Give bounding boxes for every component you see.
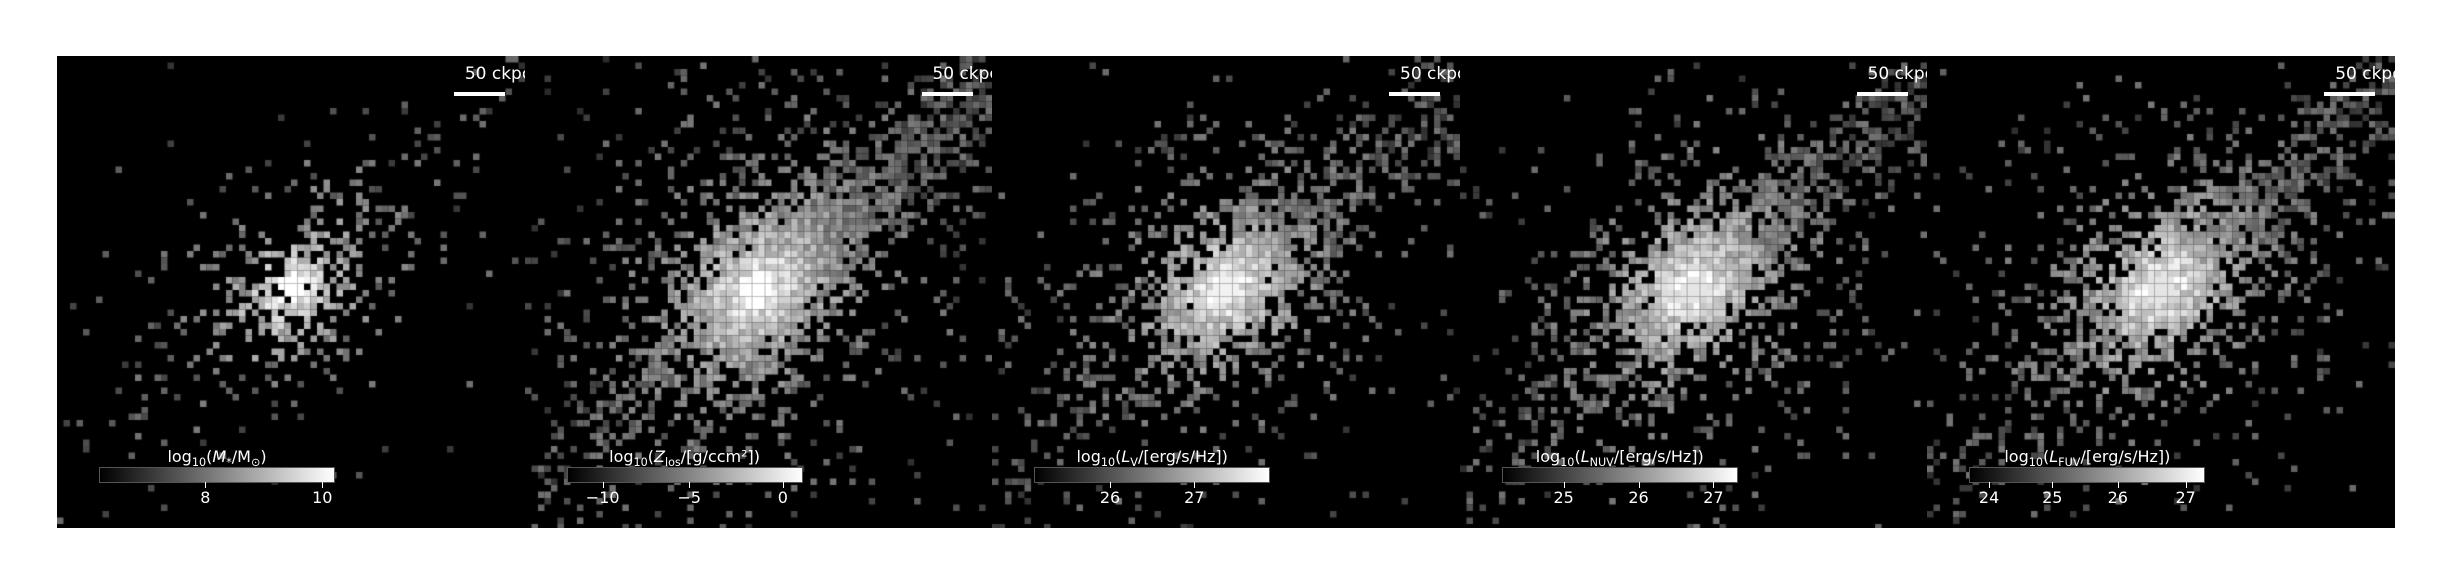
colorbar-tick [602,482,604,488]
colorbar-tick [1989,482,1991,488]
colorbar-label-rest: /[g/ccm²] [680,447,754,466]
panel-image [524,56,993,528]
colorbar-label-open: ( [1574,447,1581,466]
colorbar-label-open: ( [1115,447,1122,466]
colorbar-label-base: 10 [2028,456,2043,470]
colorbar-label-open: ( [647,447,655,466]
colorbar-label-prefix: log [167,447,192,466]
colorbar-tick [782,482,784,488]
colorbar-tick [2117,482,2119,488]
colorbar-tick-label: −5 [677,488,702,507]
colorbar-tick-label: 8 [200,488,211,507]
colorbar-label-open: ( [2043,447,2050,466]
colorbar-label-base: 10 [191,456,207,470]
colorbar-label-base: 10 [633,456,648,470]
panel-image [1459,56,1928,528]
panel-v-band: 50 ckpc log10(LV/[erg/s/Hz]) 26 27 [992,56,1460,528]
colorbar-label-close: ) [260,447,267,466]
colorbar-label-rest-sub: ⊙ [250,456,261,470]
colorbar-tick [689,482,691,488]
colorbar-label-prefix: log [1535,447,1561,466]
colorbar-label: log10(LNUV/[erg/s/Hz]) [1503,447,1737,469]
scale-bar-label: 50 ckpc [464,64,525,84]
colorbar-label-close: ) [753,447,761,466]
scale-bar [2324,92,2376,96]
scale-bar-label: 50 ckpc [1400,64,1460,84]
panel-metallicity: 50 ckpc log10(Zlos/[g/ccm²]) −10 −5 0 [524,56,993,528]
colorbar-label-open: ( [206,447,213,466]
colorbar-tick-label: 25 [2042,488,2063,507]
colorbar-label-var: L [1580,447,1590,466]
scale-bar-label: 50 ckpc [2335,64,2395,84]
colorbar-label-prefix: log [1076,447,1101,466]
colorbar-label: log10(Zlos/[g/ccm²]) [568,447,802,469]
colorbar-label-close: ) [1697,447,1704,466]
colorbar-tick [322,482,324,488]
colorbar-label: log10(LV/[erg/s/Hz]) [1035,447,1269,469]
colorbar-label-var: L [1121,447,1131,466]
colorbar-tick [1110,482,1112,488]
colorbar-tick [2185,482,2187,488]
scale-bar-label: 50 ckpc [932,64,993,84]
colorbar-tick [1194,482,1196,488]
panel-nuv: 50 ckpc log10(LNUV/[erg/s/Hz]) 25 26 27 [1459,56,1928,528]
colorbar-tick-label: 10 [312,488,333,507]
colorbar-label-var-sub: NUV [1589,456,1614,470]
colorbar-label-var-sub: FUV [2058,456,2081,470]
colorbar-tick-label: −10 [585,488,620,507]
scale-bar [454,92,505,96]
panel-stellar-mass: 50 ckpc log10(M*/M⊙) 8 10 [57,56,525,528]
colorbar-tick [205,482,207,488]
colorbar [1969,467,2206,483]
colorbar [1501,467,1738,483]
scale-bar [921,92,973,96]
colorbar-tick-label: 27 [1184,488,1205,507]
colorbar-label-rest: /M [231,447,251,466]
colorbar-label-var-sub: V [1130,456,1138,470]
colorbar-tick-label: 24 [1978,488,2000,507]
colorbar-label-rest: /[erg/s/Hz] [1613,447,1698,466]
colorbar-tick-label: 27 [2175,488,2196,507]
colorbar-tick [1638,482,1640,488]
panel-image [1927,56,2395,528]
scale-bar [1856,92,1908,96]
colorbar-label: log10(M*/M⊙) [100,447,334,469]
colorbar-label: log10(LFUV/[erg/s/Hz]) [1970,447,2204,469]
colorbar-label-var-sub: los [664,456,681,470]
colorbar-label-prefix: log [2004,447,2029,466]
colorbar-tick-label: 25 [1553,488,1574,507]
colorbar-tick-label: 26 [2107,488,2128,507]
colorbar-tick [2052,482,2054,488]
colorbar-tick [1563,482,1565,488]
panel-fuv: 50 ckpc log10(LFUV/[erg/s/Hz]) 24 25 26 27 [1927,56,2395,528]
figure: 50 ckpc log10(M*/M⊙) 8 10 50 ckpc log10(Zlos/… [57,56,2395,528]
colorbar-tick-label: 26 [1099,488,1121,507]
colorbar-label-prefix: log [609,447,634,466]
colorbar-label-base: 10 [1100,456,1116,470]
colorbar [1034,467,1271,483]
colorbar-label-rest: /[erg/s/Hz] [2080,447,2165,466]
colorbar-label-var: Z [654,447,665,466]
colorbar-label-rest: /[erg/s/Hz] [1137,447,1222,466]
scale-bar [1389,92,1441,96]
colorbar-label-close: ) [2164,447,2171,466]
colorbar-tick-label: 27 [1703,488,1724,507]
colorbar [99,467,335,483]
colorbar-label-var-sub: * [226,456,232,470]
panel-image [992,56,1460,528]
colorbar-label-close: ) [1221,447,1228,466]
colorbar-tick [1713,482,1715,488]
colorbar-label-var: L [2049,447,2059,466]
colorbar-tick-label: 0 [777,488,788,507]
colorbar-label-base: 10 [1560,456,1575,470]
panel-image [57,56,525,528]
scale-bar-label: 50 ckpc [1867,64,1928,84]
colorbar-label-var: M [212,447,227,466]
colorbar [566,467,803,483]
colorbar-tick-label: 26 [1628,488,1649,507]
